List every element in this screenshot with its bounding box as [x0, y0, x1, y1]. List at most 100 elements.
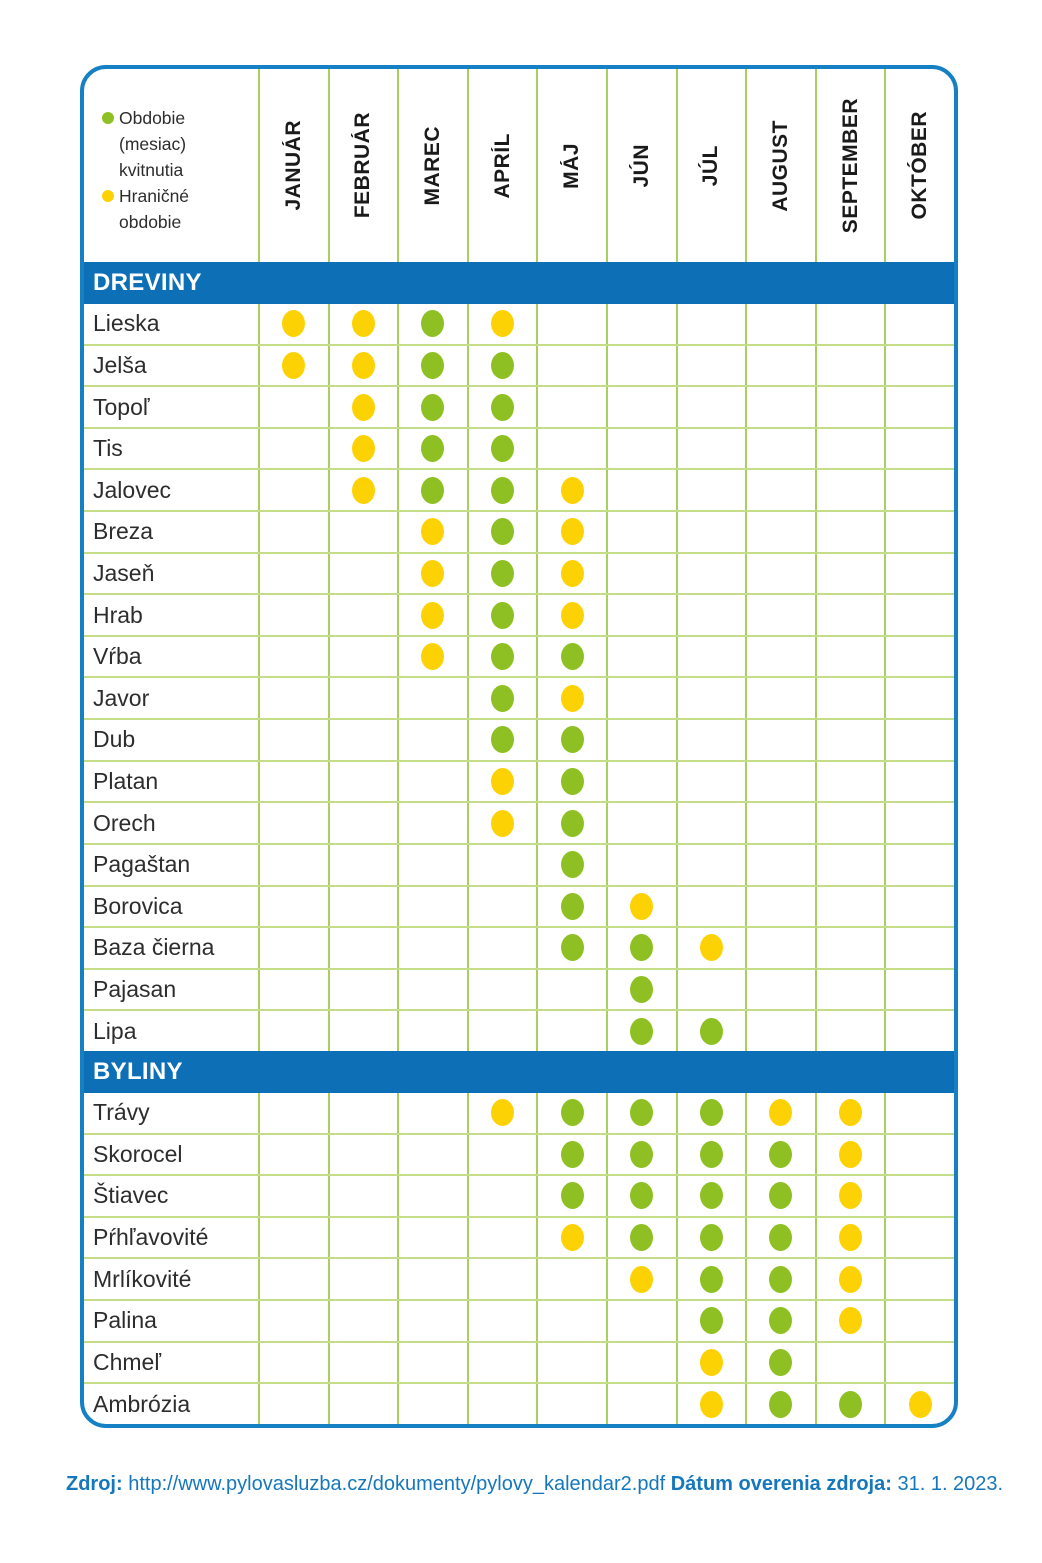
boundary-period-dot — [699, 934, 723, 962]
month-header-label: FEBRUÁR — [351, 112, 375, 219]
table-row: Mrlíkovité — [84, 1257, 954, 1300]
cell — [536, 1259, 606, 1300]
boundary-period-dot — [421, 601, 445, 629]
table-row: Jaseň — [84, 551, 954, 594]
cell — [814, 678, 885, 719]
boundary-period-dot — [839, 1265, 863, 1293]
cell — [605, 595, 676, 635]
table-row: Breza — [84, 510, 954, 552]
cell — [466, 1011, 537, 1051]
table-row: Vŕba — [84, 634, 954, 677]
row-label: Mrlíkovité — [93, 1265, 192, 1292]
cell — [327, 1011, 398, 1051]
month-header-február: FEBRUÁR — [327, 69, 398, 262]
cell — [675, 1011, 746, 1051]
table-row: Pajasan — [84, 967, 954, 1010]
month-header-label: MÁJ — [560, 142, 584, 189]
month-header-label: APRÍL — [490, 132, 514, 199]
cell — [745, 304, 815, 344]
cell — [327, 928, 398, 968]
cell — [675, 636, 746, 677]
cell — [536, 1384, 606, 1424]
table-row: Štiavec — [84, 1174, 954, 1216]
flowering-period-dot — [839, 1390, 863, 1418]
cell — [675, 470, 746, 511]
cell — [397, 720, 467, 760]
cell — [814, 1176, 885, 1216]
cell — [884, 1176, 954, 1216]
month-header-máj: MÁJ — [536, 69, 606, 262]
month-header-júl: JÚL — [675, 69, 746, 262]
boundary-period-dot — [699, 1390, 723, 1418]
row-label: Topoľ — [93, 393, 150, 420]
cell — [327, 470, 398, 511]
cell — [605, 428, 676, 469]
cell — [814, 720, 885, 760]
row-label: Chmeľ — [93, 1348, 162, 1375]
cell — [675, 1092, 746, 1133]
cell — [397, 928, 467, 968]
table-row: Platan — [84, 759, 954, 802]
cell — [814, 969, 885, 1010]
month-header-august: AUGUST — [745, 69, 815, 262]
row-label: Ambrózia — [93, 1390, 191, 1417]
flowering-period-dot — [630, 1099, 654, 1127]
flowering-period-dot — [699, 1307, 723, 1335]
flowering-period-dot — [421, 351, 445, 379]
cell — [258, 1011, 328, 1051]
legend-item-flowering: Obdobie (mesiac) kvitnutia — [102, 105, 258, 183]
cell — [814, 470, 885, 511]
flowering-period-dot — [630, 1140, 654, 1168]
boundary-period-dot — [839, 1182, 863, 1210]
cell — [397, 1259, 467, 1300]
cell — [397, 1134, 467, 1175]
boundary-period-dot — [560, 1224, 584, 1252]
row-label: Breza — [93, 518, 154, 545]
cell — [258, 678, 328, 719]
cell — [258, 1301, 328, 1341]
cell — [745, 761, 815, 802]
cell — [605, 761, 676, 802]
boundary-period-dot — [839, 1307, 863, 1335]
month-header-január: JANUÁR — [258, 69, 328, 262]
cell — [397, 1011, 467, 1051]
cell — [814, 1342, 885, 1383]
cell — [536, 304, 606, 344]
cell — [884, 345, 954, 386]
pollen-calendar-table: Obdobie (mesiac) kvitnutia Hraničné obdo… — [80, 65, 958, 1428]
cell — [675, 1301, 746, 1341]
cell — [884, 1342, 954, 1383]
flowering-period-dot — [769, 1307, 793, 1335]
cell — [466, 345, 537, 386]
cell — [258, 428, 328, 469]
cell — [397, 1176, 467, 1216]
cell — [605, 928, 676, 968]
cell — [466, 387, 537, 427]
cell — [536, 1342, 606, 1383]
cell — [884, 636, 954, 677]
cell — [466, 636, 537, 677]
cell — [466, 1384, 537, 1424]
row-label: Jalovec — [93, 476, 171, 503]
boundary-period-dot — [421, 559, 445, 587]
flowering-period-dot — [491, 393, 515, 421]
cell — [605, 1092, 676, 1133]
cell — [675, 928, 746, 968]
cell — [536, 1301, 606, 1341]
cell — [327, 1384, 398, 1424]
boundary-period-dot — [839, 1099, 863, 1127]
cell — [397, 1217, 467, 1258]
cell — [258, 928, 328, 968]
cell — [397, 595, 467, 635]
legend-label: Hraničné obdobie — [119, 186, 190, 232]
table-row: Jalovec — [84, 468, 954, 511]
row-label: Lipa — [93, 1017, 137, 1044]
cell — [536, 761, 606, 802]
row-label: Skorocel — [93, 1140, 183, 1167]
cell — [466, 928, 537, 968]
cell — [814, 1259, 885, 1300]
cell — [605, 512, 676, 552]
row-label: Orech — [93, 809, 156, 836]
boundary-period-dot — [699, 1348, 723, 1376]
flowering-period-dot — [560, 768, 584, 795]
